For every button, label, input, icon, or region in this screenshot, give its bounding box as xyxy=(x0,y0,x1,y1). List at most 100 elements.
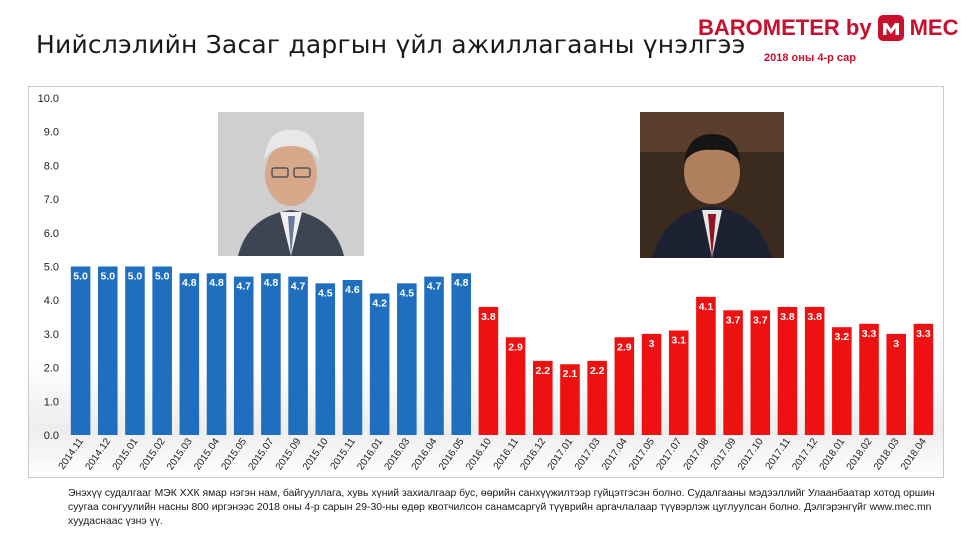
y-tick-label: 5.0 xyxy=(44,262,59,274)
y-tick-label: 4.0 xyxy=(44,295,59,307)
x-tick-label: 2017.04 xyxy=(600,436,630,472)
x-tick-label: 2015.11 xyxy=(329,436,359,472)
bar xyxy=(125,266,145,435)
bar xyxy=(723,310,743,435)
bar xyxy=(233,276,254,435)
data-label: 4.7 xyxy=(291,281,306,293)
y-tick-label: 0.0 xyxy=(44,430,59,442)
data-label: 5.0 xyxy=(128,271,143,283)
x-tick-label: 2016.05 xyxy=(437,436,467,472)
x-tick-label: 2015.01 xyxy=(111,436,141,472)
x-tick-label: 2014.11 xyxy=(57,436,87,472)
data-label: 3.2 xyxy=(835,331,850,343)
brand-logo: BAROMETER by MEC xyxy=(698,12,958,44)
data-label: 3.3 xyxy=(916,328,931,340)
bar xyxy=(478,306,499,435)
x-tick-label: 2015.04 xyxy=(192,436,222,472)
y-tick-label: 7.0 xyxy=(44,194,59,206)
bar xyxy=(614,337,635,435)
x-tick-label: 2017.07 xyxy=(654,436,684,472)
data-label: 4.5 xyxy=(318,287,333,299)
data-label: 3 xyxy=(893,338,899,350)
data-label: 4.8 xyxy=(209,277,224,289)
bar xyxy=(532,360,553,435)
y-tick-label: 10.0 xyxy=(38,93,59,105)
bar xyxy=(288,276,308,435)
x-tick-label: 2015.03 xyxy=(165,436,195,472)
x-tick-label: 2017.10 xyxy=(736,436,766,472)
x-tick-label: 2014.12 xyxy=(83,436,113,472)
bar xyxy=(641,333,662,435)
y-tick-label: 2.0 xyxy=(44,363,59,375)
bar xyxy=(70,266,91,435)
bar xyxy=(696,296,716,435)
bar xyxy=(451,273,472,435)
x-tick-label: 2015.05 xyxy=(219,436,249,472)
data-label: 3.7 xyxy=(753,314,768,326)
data-label: 4.6 xyxy=(345,284,360,296)
bar xyxy=(859,323,879,435)
survey-footnote: Энэхүү судалгааг МЭК ХХК ямар нэгэн нам,… xyxy=(68,488,935,527)
y-tick-label: 8.0 xyxy=(44,160,59,172)
data-label: 4.1 xyxy=(699,301,714,313)
data-label: 3.8 xyxy=(481,311,496,323)
x-tick-label: 2017.05 xyxy=(627,436,657,472)
mec-logo-icon xyxy=(876,13,906,43)
x-tick-label: 2015.10 xyxy=(301,436,331,472)
bar xyxy=(777,306,798,435)
data-label: 2.2 xyxy=(590,365,605,377)
data-label: 5.0 xyxy=(100,271,115,283)
bar xyxy=(587,360,607,435)
x-tick-label: 2016.04 xyxy=(410,436,440,472)
x-tick-label: 2018.01 xyxy=(818,436,848,472)
x-tick-label: 2015.02 xyxy=(138,436,168,472)
bar xyxy=(206,273,227,435)
bar xyxy=(804,306,825,435)
bar xyxy=(560,364,580,435)
report-date: 2018 оны 4-р сар xyxy=(764,52,856,64)
chart-area: 0.0 1.0 2.0 3.0 4.0 5.0 6.0 7.0 8.0 9.0 10.0 5.0 201… xyxy=(28,86,944,478)
data-label: 2.9 xyxy=(617,341,632,353)
x-tick-label: 2018.02 xyxy=(845,436,875,472)
x-tick-label: 2017.03 xyxy=(573,436,603,472)
bar xyxy=(505,337,526,435)
data-label: 5.0 xyxy=(155,271,170,283)
x-tick-label: 2018.04 xyxy=(899,436,929,472)
bar xyxy=(832,327,852,435)
page-title: Нийслэлийн Засаг даргын үйл ажиллагааны … xyxy=(36,30,746,59)
data-label: 3.1 xyxy=(671,335,686,347)
x-tick-label: 2016.12 xyxy=(518,436,548,472)
data-label: 3 xyxy=(649,338,655,350)
data-label: 4.8 xyxy=(264,277,279,289)
data-label: 4.8 xyxy=(182,277,197,289)
bar xyxy=(97,266,118,435)
bar xyxy=(424,276,444,435)
brand-mec-text: MEC xyxy=(909,15,959,40)
data-label: 4.8 xyxy=(454,277,469,289)
x-tick-label: 2017.01 xyxy=(546,436,576,472)
y-tick-label: 3.0 xyxy=(44,329,59,341)
bar xyxy=(342,279,363,435)
data-label: 5.0 xyxy=(73,271,88,283)
x-tick-label: 2016.11 xyxy=(492,436,522,472)
data-label: 2.1 xyxy=(563,368,578,380)
x-tick-label: 2017.12 xyxy=(790,436,820,472)
data-label: 3.7 xyxy=(726,314,741,326)
data-label: 4.2 xyxy=(372,297,387,309)
x-tick-label: 2016.03 xyxy=(383,436,413,472)
x-tick-label: 2016.10 xyxy=(464,436,494,472)
portrait-photo-current-mayor xyxy=(640,112,784,258)
bar xyxy=(179,273,200,435)
bar xyxy=(913,323,934,435)
bar-chart: 0.0 1.0 2.0 3.0 4.0 5.0 6.0 7.0 8.0 9.0 10.0 5.0 201… xyxy=(38,93,934,472)
data-label: 3.8 xyxy=(780,311,795,323)
data-label: 3.8 xyxy=(807,311,822,323)
x-tick-label: 2015.07 xyxy=(247,436,277,472)
bar xyxy=(152,266,172,435)
data-label: 4.7 xyxy=(427,281,442,293)
y-tick-label: 1.0 xyxy=(44,396,59,408)
data-label: 2.9 xyxy=(508,341,523,353)
portrait-photo-previous-mayor xyxy=(218,112,364,256)
bar xyxy=(750,310,771,435)
data-label: 4.5 xyxy=(400,287,415,299)
